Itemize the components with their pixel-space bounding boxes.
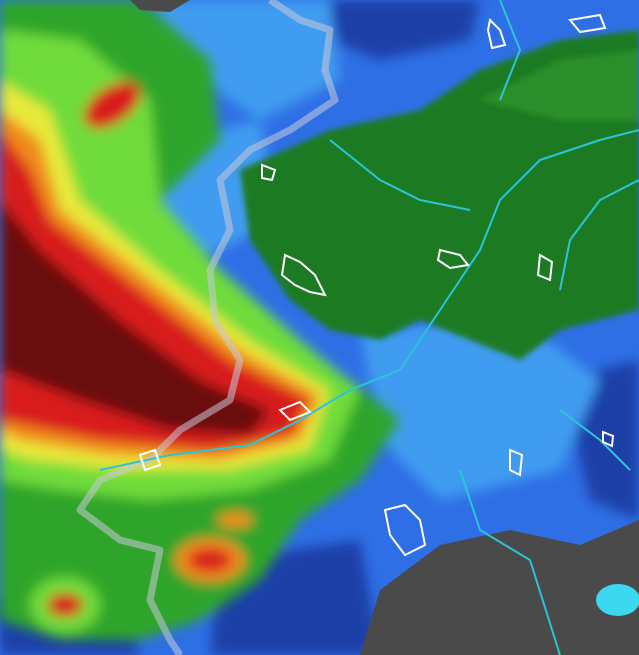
cyan-patch bbox=[596, 584, 639, 616]
precip-green-region-east bbox=[240, 30, 639, 360]
terrain bbox=[130, 0, 639, 655]
border-line bbox=[76, 0, 339, 655]
precip-storm-west bbox=[0, 0, 400, 640]
lake-outlines bbox=[138, 13, 615, 557]
